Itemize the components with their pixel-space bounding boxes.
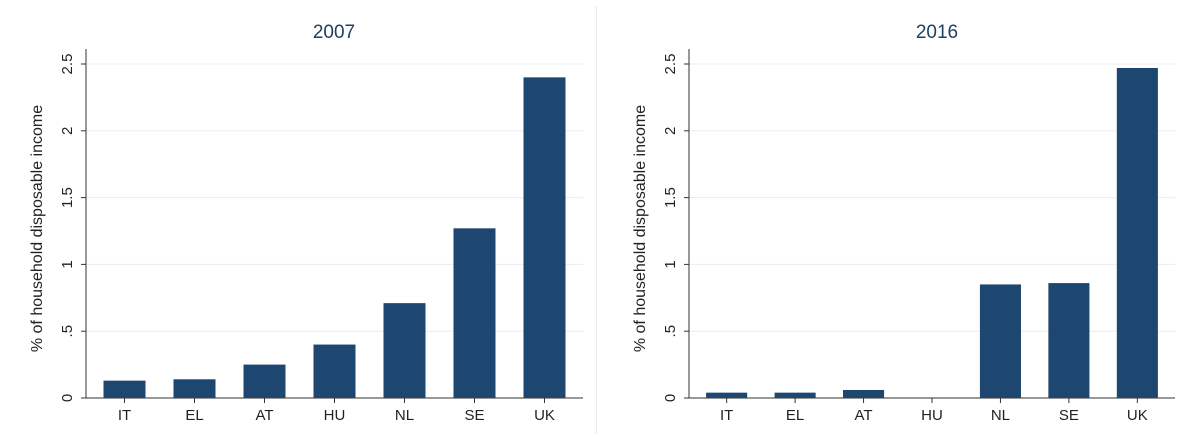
bar-el	[774, 392, 816, 398]
x-tick-label-it: IT	[118, 407, 131, 424]
chart-title: 2007	[313, 22, 355, 43]
y-axis-label: % of household disposable income	[29, 105, 46, 352]
bar-nl	[383, 303, 426, 398]
x-tick-label-nl: NL	[395, 407, 414, 424]
x-tick-label-uk: UK	[534, 407, 555, 424]
x-tick-label-hu: HU	[921, 407, 943, 424]
chart-panel-2016: 0 .5 1 1.5 2 2.5 IT EL AT HU NL SE UK 2016 % of househ…	[597, 0, 1202, 437]
x-tick-label-hu: HU	[324, 407, 346, 424]
bar-chart-2007: 0 .5 1 1.5 2 2.5 IT EL AT HU NL SE UK 2007 % of househ…	[29, 22, 583, 424]
y-tick-label: 0	[59, 394, 76, 402]
y-tick-label: 1.5	[59, 187, 76, 208]
bar-hu	[313, 344, 356, 398]
panel-divider	[596, 6, 597, 434]
x-tick-label-it: IT	[720, 407, 733, 424]
y-tick-label: 1	[59, 260, 76, 268]
bar-se	[453, 228, 496, 398]
y-tick-label: 2.5	[662, 54, 679, 75]
y-tick-label: 1	[662, 260, 679, 268]
y-axis-label: % of household disposable income	[632, 105, 649, 352]
x-tick-label-uk: UK	[1127, 407, 1148, 424]
x-tick-label-se: SE	[464, 407, 484, 424]
x-tick-label-el: EL	[185, 407, 203, 424]
x-tick-label-at: AT	[255, 407, 273, 424]
bar-uk	[1116, 68, 1158, 399]
chart-panel-2007: 0 .5 1 1.5 2 2.5 IT EL AT HU NL SE UK 2007 % of househ…	[0, 0, 597, 437]
y-tick-label: .5	[59, 325, 76, 338]
bar-at	[243, 364, 286, 398]
y-tick-label: 0	[662, 394, 679, 402]
y-tick-label: 2	[662, 127, 679, 135]
bar-el	[173, 379, 216, 398]
bar-se	[1048, 283, 1090, 398]
chart-title: 2016	[916, 22, 958, 43]
y-tick-label: 1.5	[662, 187, 679, 208]
bar-it	[103, 380, 146, 398]
bar-chart-2016: 0 .5 1 1.5 2 2.5 IT EL AT HU NL SE UK 2016 % of househ…	[632, 22, 1175, 424]
x-tick-label-nl: NL	[991, 407, 1010, 424]
bar-it	[706, 392, 748, 398]
y-tick-label: .5	[662, 325, 679, 338]
x-tick-label-el: EL	[786, 407, 804, 424]
bar-uk	[523, 77, 566, 399]
y-tick-label: 2.5	[59, 54, 76, 75]
bar-at	[843, 389, 885, 398]
y-tick-label: 2	[59, 127, 76, 135]
x-tick-label-at: AT	[855, 407, 873, 424]
x-tick-label-se: SE	[1059, 407, 1079, 424]
bar-nl	[979, 284, 1021, 398]
